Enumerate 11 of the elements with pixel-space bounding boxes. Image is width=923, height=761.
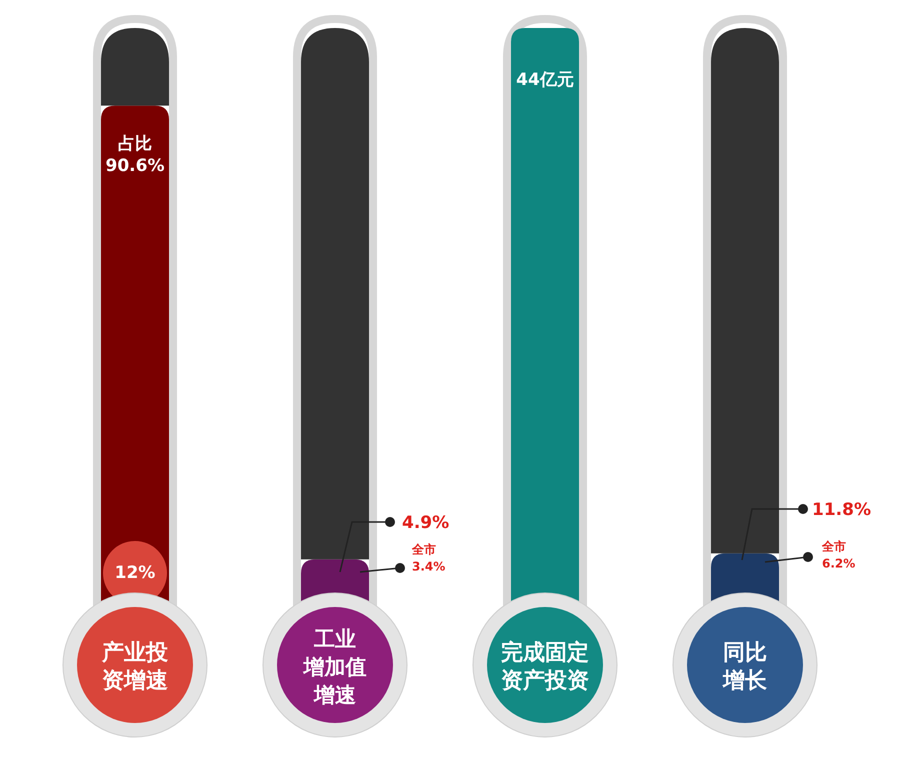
annotation: 占比 90.6% [106, 134, 164, 176]
annotation: 11.8% [812, 500, 871, 520]
annotation: 全市 6.2% [821, 540, 856, 570]
annotation: 12% [114, 563, 156, 583]
x-tick-label: 完成固定资产投资 [501, 640, 589, 694]
annotation: 4.9% [402, 513, 450, 533]
x-tick-label: 工业增加值增速 [302, 627, 366, 707]
annotation: 44亿元 [516, 70, 574, 90]
x-tick-label: 同比增长 [722, 640, 768, 694]
x-tick-label: 产业投资增速 [101, 640, 168, 694]
annotation: 全市 3.4% [411, 542, 446, 574]
